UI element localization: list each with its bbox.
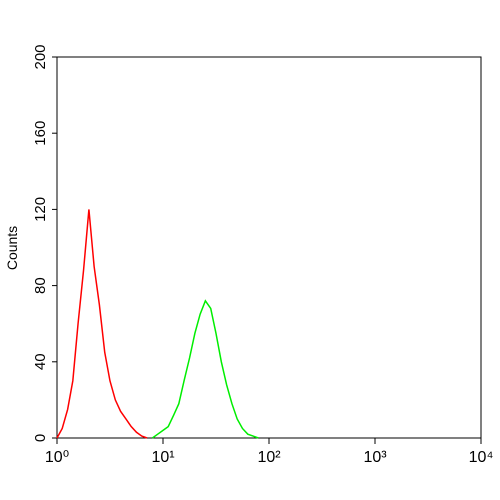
x-tick-label: 10⁴ [469,449,494,466]
plot-frame [56,56,482,439]
y-tick-label: 80 [32,277,49,294]
y-tick-label: 200 [32,44,49,69]
y-tick-label: 0 [32,434,49,442]
histogram-line [151,299,259,439]
y-tick-label: 160 [32,121,49,146]
x-tick-label: 10⁰ [45,449,69,466]
y-tick-label: 120 [32,197,49,222]
x-tick-label: 10² [257,449,281,466]
x-tick-label: 10¹ [151,449,174,466]
histogram-line [56,209,148,439]
x-tick-label: 10³ [363,449,387,466]
y-axis-label: Counts [4,226,20,270]
y-tick-label: 40 [32,353,49,370]
